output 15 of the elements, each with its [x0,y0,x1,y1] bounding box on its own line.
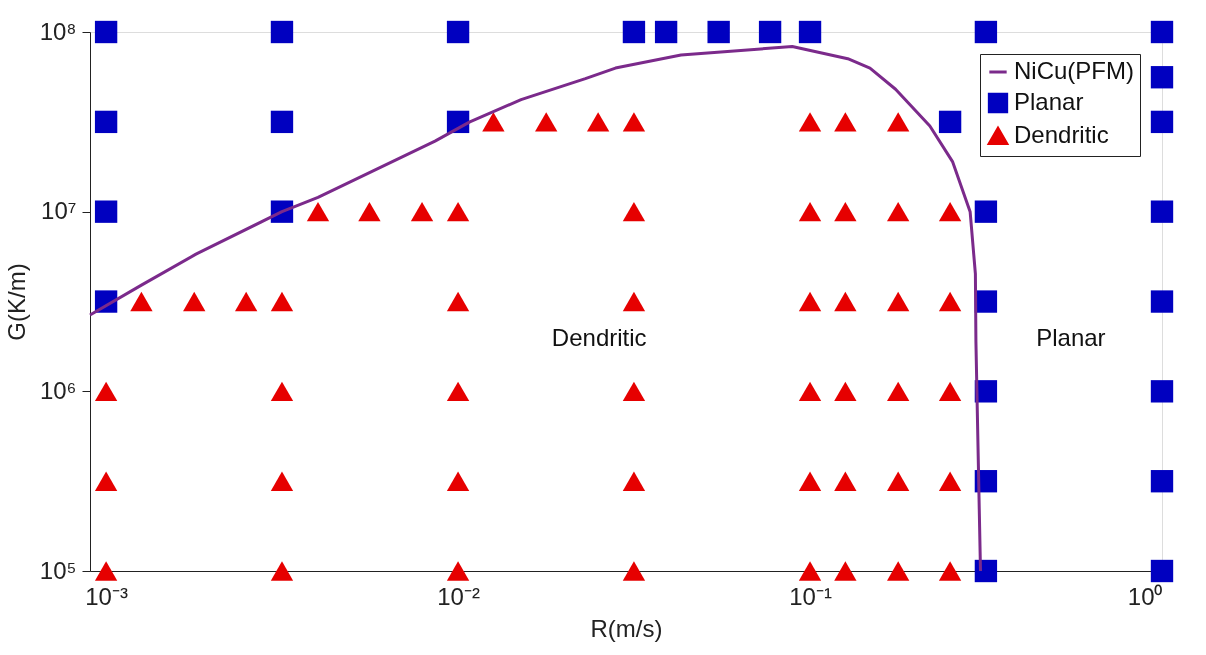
y-tick-label: 10⁵ [39,556,77,584]
x-tick-label: 10⁻¹ [789,582,832,610]
y-axis-title: G(K/m) [2,263,30,341]
x-tick-label: 10⁻³ [85,582,128,610]
x-axis-title: R(m/s) [590,614,663,642]
y-tick-label: 10⁸ [39,17,77,45]
legend-label: Planar [1014,88,1084,115]
y-tick-label: 10⁷ [41,197,77,225]
annotation: Planar [1036,324,1106,352]
y-tick-label: 10⁶ [39,376,77,404]
legend-label: NiCu(PFM) [1014,57,1134,84]
x-tick-label: 10⁰ [1127,582,1163,610]
annotation: Dendritic [551,324,647,352]
x-tick-label: 10⁻² [437,582,480,610]
legend-label: Dendritic [1014,121,1109,148]
